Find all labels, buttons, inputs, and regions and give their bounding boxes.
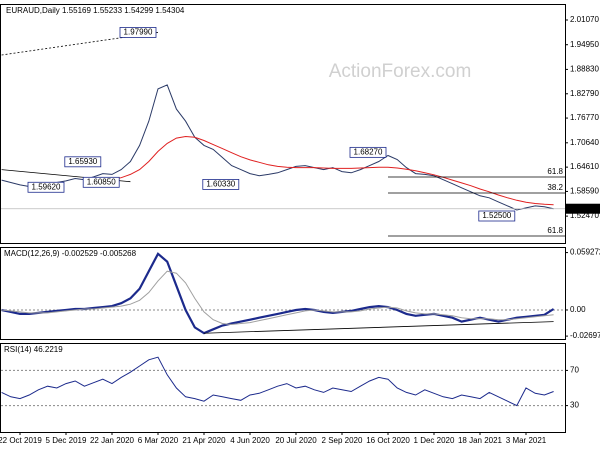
y-tick-label: 1.52470 bbox=[570, 211, 599, 220]
price-panel bbox=[0, 4, 566, 244]
annotation-box bbox=[64, 156, 102, 168]
macd-panel bbox=[0, 247, 566, 340]
x-tick-label: 2 Sep 2020 bbox=[322, 436, 363, 445]
annotation-label: 1.59620 bbox=[32, 182, 61, 191]
x-tick-label: 18 Jan 2021 bbox=[458, 436, 503, 445]
last-price-label: 1.54304 bbox=[568, 204, 597, 213]
y-tick-label: 1.88830 bbox=[570, 65, 599, 74]
series-line bbox=[111, 135, 554, 206]
x-tick-label: 16 Oct 2020 bbox=[366, 436, 410, 445]
macd-title: MACD(12,26,9) -0.002529 -0.005268 bbox=[4, 249, 137, 258]
fib-label: 61.8 bbox=[547, 226, 563, 235]
y-tick-label: 70 bbox=[570, 366, 579, 375]
y-tick-label: 1.94950 bbox=[570, 40, 599, 49]
y-tick-label: 0.00 bbox=[570, 305, 586, 314]
y-tick-label: 0.059272 bbox=[570, 248, 600, 257]
last-price-box bbox=[566, 203, 600, 214]
x-tick-label: 3 Mar 2021 bbox=[506, 436, 547, 445]
chart-title: EURAUD,Daily 1.55169 1.55233 1.54299 1.5… bbox=[6, 6, 185, 15]
watermark: ActionForex.com bbox=[329, 61, 472, 82]
annotation-box bbox=[478, 210, 516, 222]
annotation-label: 1.60330 bbox=[206, 180, 235, 189]
y-tick-label: 30 bbox=[570, 401, 579, 410]
y-tick-label: 1.64610 bbox=[570, 162, 599, 171]
rsi-panel bbox=[0, 343, 566, 433]
x-tick-label: 5 Dec 2019 bbox=[46, 436, 87, 445]
annotation-label: 1.68270 bbox=[354, 147, 383, 156]
y-tick-label: 1.58590 bbox=[570, 187, 599, 196]
fib-label: 38.2 bbox=[547, 183, 563, 192]
y-tick-label: 1.76770 bbox=[570, 113, 599, 122]
annotation-label: 1.65930 bbox=[68, 157, 97, 166]
annotation-label: 1.52500 bbox=[482, 211, 511, 220]
y-tick-label: 1.82790 bbox=[570, 89, 599, 98]
y-tick-label: -0.026978 bbox=[570, 331, 600, 340]
series-line bbox=[1, 270, 554, 326]
x-tick-label: 22 Oct 2019 bbox=[0, 436, 42, 445]
y-tick-label: 1.70640 bbox=[570, 138, 599, 147]
annotation-box bbox=[119, 27, 157, 38]
macd-trendline bbox=[203, 321, 554, 334]
annotation-label: 1.97990 bbox=[124, 28, 153, 37]
series-line bbox=[1, 84, 554, 211]
annotation-box bbox=[202, 179, 240, 190]
x-tick-label: 4 Jun 2020 bbox=[230, 436, 270, 445]
fib-label: 61.8 bbox=[547, 167, 563, 176]
annotation-box bbox=[27, 181, 65, 193]
series-line bbox=[1, 356, 554, 407]
x-tick-label: 1 Dec 2020 bbox=[414, 436, 455, 445]
annotation-label: 1.60850 bbox=[87, 177, 116, 186]
x-tick-label: 20 Jul 2020 bbox=[275, 436, 317, 445]
annotation-box bbox=[82, 176, 120, 188]
x-tick-label: 22 Jan 2020 bbox=[90, 436, 135, 445]
x-tick-label: 6 Mar 2020 bbox=[138, 436, 179, 445]
annotation-box bbox=[349, 146, 387, 158]
x-tick-label: 21 Apr 2020 bbox=[182, 436, 226, 445]
rsi-title: RSI(14) 46.2219 bbox=[4, 345, 63, 354]
y-tick-label: 2.01070 bbox=[570, 15, 599, 24]
series-line bbox=[1, 252, 555, 335]
